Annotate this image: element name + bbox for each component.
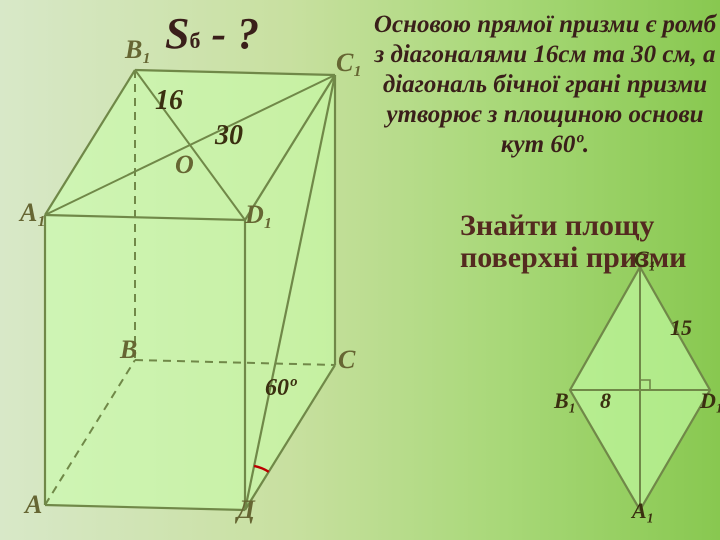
lbl-B: B: [120, 335, 137, 365]
rh-15: 15: [670, 315, 692, 341]
lbl-D1: D₁: [245, 200, 273, 230]
find-text: Знайти площу поверхні призми: [460, 210, 720, 273]
title: Sб - ?: [165, 8, 259, 59]
lbl-C: C: [338, 345, 355, 375]
num-16: 16: [155, 85, 183, 117]
num-angle: 60º: [265, 375, 296, 402]
rh-A1: A₁: [632, 498, 654, 524]
rh-C1: C₁: [634, 246, 656, 272]
rh-D1: D₁: [700, 388, 720, 414]
problem-text: Основою прямої призми є ромб з діагоналя…: [370, 10, 720, 160]
num-30: 30: [215, 120, 243, 152]
lbl-A: A: [25, 490, 42, 520]
lbl-B1: B₁: [125, 35, 151, 65]
rh-B1: B₁: [554, 388, 576, 414]
lbl-A1: A₁: [20, 198, 46, 228]
lbl-O: O: [175, 150, 194, 180]
lbl-D: Д: [237, 495, 255, 525]
rh-8: 8: [600, 388, 611, 414]
lbl-C1: C₁: [336, 48, 362, 78]
